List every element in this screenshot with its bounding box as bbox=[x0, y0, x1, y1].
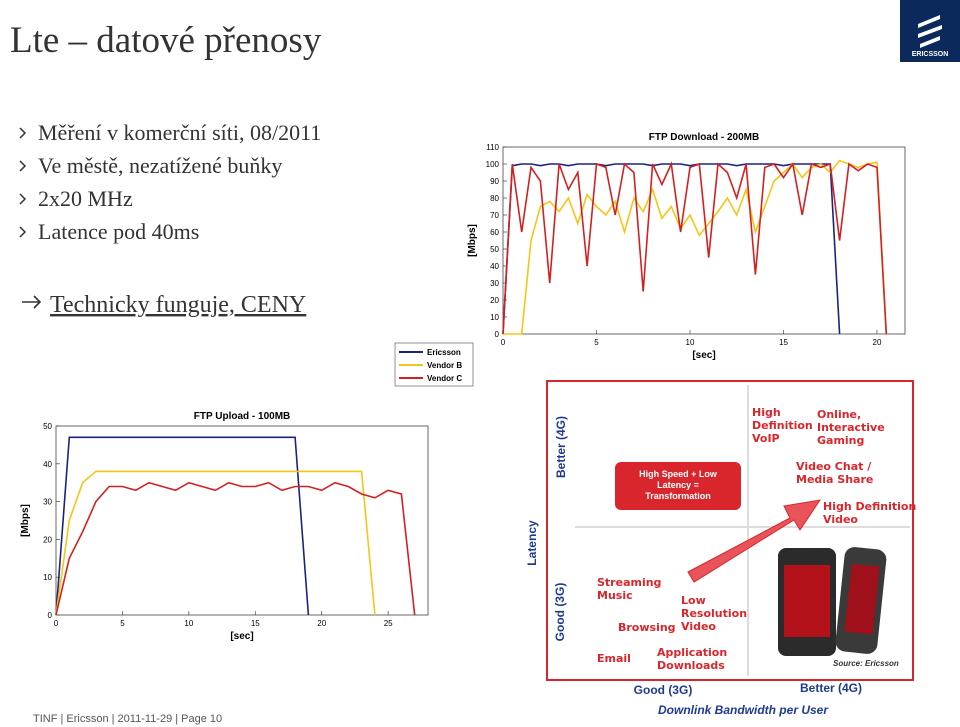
app-label: Video bbox=[823, 513, 858, 526]
y-tick-label: 10 bbox=[490, 313, 499, 322]
y-axis-label: Latency bbox=[525, 520, 539, 566]
app-label: Resolution bbox=[681, 607, 747, 620]
y-tick-label: 60 bbox=[490, 228, 499, 237]
y-tick-label: 80 bbox=[490, 194, 499, 203]
x-tick-label: 20 bbox=[317, 619, 326, 628]
y-tick-label: 30 bbox=[43, 498, 52, 507]
app-label: High Definition bbox=[823, 500, 916, 513]
series-line bbox=[55, 470, 376, 616]
callout-text: High Speed + Low bbox=[639, 469, 718, 479]
bullet: 2x20 MHz bbox=[38, 186, 133, 211]
y-tick-label: 20 bbox=[490, 296, 499, 305]
y-tick-label: 40 bbox=[43, 460, 52, 469]
x-tick-label: 20 bbox=[873, 338, 882, 347]
bullet-icons bbox=[19, 127, 27, 238]
y-tick-label: 40 bbox=[490, 262, 499, 271]
y-tick-label: 10 bbox=[43, 573, 52, 582]
bullet: Latence pod 40ms bbox=[38, 219, 199, 244]
y-tick-label: 110 bbox=[486, 143, 499, 152]
y-low: Good (3G) bbox=[553, 583, 567, 642]
bullet-chevron bbox=[19, 193, 27, 205]
app-label: Video Chat / bbox=[796, 460, 872, 473]
y-tick-label: 0 bbox=[495, 330, 500, 339]
legend-label: Vendor C bbox=[427, 374, 462, 383]
y-tick-label: 50 bbox=[43, 422, 52, 431]
logo-text: ERICSSON bbox=[912, 51, 949, 58]
callout-text: Latency = bbox=[657, 480, 699, 490]
y-tick-label: 30 bbox=[490, 279, 499, 288]
x-tick-label: 5 bbox=[594, 338, 599, 347]
app-label: Streaming bbox=[597, 576, 661, 589]
callout-text: Transformation bbox=[645, 491, 711, 501]
bullet: Měření v komerční síti, 08/2011 bbox=[38, 120, 321, 145]
y-tick-label: 20 bbox=[43, 535, 52, 544]
bullet-chevron bbox=[19, 160, 27, 172]
app-label: Email bbox=[597, 652, 631, 665]
series-line bbox=[55, 481, 416, 616]
y-tick-label: 90 bbox=[490, 177, 499, 186]
app-label: Online, bbox=[817, 408, 861, 421]
legend-label: Ericsson bbox=[427, 348, 461, 357]
logo-mark bbox=[918, 15, 942, 48]
x-tick-label: 0 bbox=[54, 619, 59, 628]
y-tick-label: 50 bbox=[490, 245, 499, 254]
legend-label: Vendor B bbox=[427, 361, 462, 370]
y-tick-label: 0 bbox=[48, 611, 53, 620]
chart-title: FTP Download - 200MB bbox=[649, 132, 759, 143]
app-label: Application bbox=[657, 646, 727, 659]
app-label: Media Share bbox=[796, 473, 873, 486]
x-axis-label: [sec] bbox=[692, 350, 715, 361]
app-label: Music bbox=[597, 589, 633, 602]
source-note: Source: Ericsson bbox=[833, 659, 899, 668]
app-label: Video bbox=[681, 620, 716, 633]
x-tick-label: 15 bbox=[251, 619, 260, 628]
y-axis-label: [Mbps] bbox=[467, 224, 478, 257]
callout-box bbox=[615, 462, 741, 510]
app-label: Downloads bbox=[657, 659, 725, 672]
app-label: Definition bbox=[752, 419, 813, 432]
x-tick-label: 5 bbox=[120, 619, 125, 628]
bullet: Ve městě, nezatížené buňky bbox=[38, 153, 282, 178]
x-tick-label: 0 bbox=[501, 338, 506, 347]
series-line bbox=[502, 161, 888, 335]
conclusion-arrow bbox=[22, 295, 42, 309]
x-axis-label: Downlink Bandwidth per User bbox=[658, 703, 829, 717]
app-label: VoIP bbox=[752, 432, 780, 445]
x-low: Good (3G) bbox=[634, 683, 693, 697]
y-tick-label: 70 bbox=[490, 211, 499, 220]
footer: TINF | Ericsson | 2011-11-29 | Page 10 bbox=[33, 713, 222, 725]
big-arrow bbox=[687, 499, 822, 583]
x-tick-label: 25 bbox=[384, 619, 393, 628]
app-label: Browsing bbox=[618, 621, 676, 634]
bullet-chevron bbox=[19, 127, 27, 139]
app-label: High bbox=[752, 406, 781, 419]
app-label: Gaming bbox=[817, 434, 864, 447]
series-line bbox=[503, 159, 888, 335]
x-high: Better (4G) bbox=[800, 681, 862, 695]
y-axis-label: [Mbps] bbox=[20, 504, 31, 537]
y-high: Better (4G) bbox=[554, 416, 568, 478]
bullet-chevron bbox=[19, 226, 27, 238]
x-tick-label: 10 bbox=[686, 338, 695, 347]
phones bbox=[778, 547, 887, 656]
x-tick-label: 15 bbox=[779, 338, 788, 347]
x-axis-label: [sec] bbox=[230, 631, 253, 642]
x-tick-label: 10 bbox=[184, 619, 193, 628]
app-label: Low bbox=[681, 594, 706, 607]
chart-title: FTP Upload - 100MB bbox=[194, 411, 291, 422]
app-label: Interactive bbox=[817, 421, 885, 434]
y-tick-label: 100 bbox=[486, 160, 500, 169]
slide-title: Lte – datové přenosy bbox=[10, 20, 322, 61]
series-line bbox=[55, 436, 310, 616]
conclusion: Technicky funguje, CENY bbox=[50, 292, 306, 318]
